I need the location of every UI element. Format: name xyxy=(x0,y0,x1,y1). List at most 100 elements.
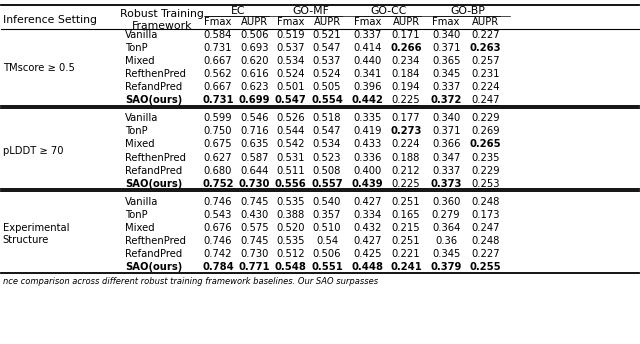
Text: RefthenPred: RefthenPred xyxy=(125,236,186,246)
Text: 0.212: 0.212 xyxy=(392,165,420,175)
Text: TonP: TonP xyxy=(125,127,148,137)
Text: 0.335: 0.335 xyxy=(354,114,382,123)
Text: 0.265: 0.265 xyxy=(470,139,502,150)
Text: 0.501: 0.501 xyxy=(276,82,305,92)
Text: 0.360: 0.360 xyxy=(432,197,460,207)
Text: 0.251: 0.251 xyxy=(392,197,420,207)
Text: 0.547: 0.547 xyxy=(275,95,307,105)
Text: 0.587: 0.587 xyxy=(240,152,269,162)
Text: 0.341: 0.341 xyxy=(354,69,382,79)
Text: 0.269: 0.269 xyxy=(472,127,500,137)
Text: 0.524: 0.524 xyxy=(276,69,305,79)
Text: 0.616: 0.616 xyxy=(240,69,269,79)
Text: 0.535: 0.535 xyxy=(276,197,305,207)
Text: 0.540: 0.540 xyxy=(313,197,341,207)
Text: 0.241: 0.241 xyxy=(390,262,422,272)
Text: Experimental
Structure: Experimental Structure xyxy=(3,223,69,245)
Text: 0.340: 0.340 xyxy=(432,30,460,40)
Text: TMscore ≥ 0.5: TMscore ≥ 0.5 xyxy=(3,63,74,73)
Text: 0.519: 0.519 xyxy=(276,30,305,40)
Text: AUPR: AUPR xyxy=(241,17,268,26)
Text: 0.680: 0.680 xyxy=(204,165,232,175)
Text: 0.620: 0.620 xyxy=(240,56,269,66)
Text: 0.676: 0.676 xyxy=(204,223,232,233)
Text: 0.215: 0.215 xyxy=(392,223,420,233)
Text: 0.366: 0.366 xyxy=(432,139,460,150)
Text: 0.229: 0.229 xyxy=(472,114,500,123)
Text: 0.556: 0.556 xyxy=(275,179,307,189)
Text: 0.251: 0.251 xyxy=(392,236,420,246)
Text: 0.372: 0.372 xyxy=(431,95,462,105)
Text: SAO(ours): SAO(ours) xyxy=(125,262,182,272)
Text: EC: EC xyxy=(231,6,245,16)
Text: 0.224: 0.224 xyxy=(472,82,500,92)
Text: 0.731: 0.731 xyxy=(204,43,232,53)
Text: 0.400: 0.400 xyxy=(354,165,382,175)
Text: 0.730: 0.730 xyxy=(240,249,269,259)
Text: AUPR: AUPR xyxy=(314,17,340,26)
Text: 0.675: 0.675 xyxy=(204,139,232,150)
Text: 0.512: 0.512 xyxy=(276,249,305,259)
Text: 0.543: 0.543 xyxy=(204,210,232,220)
Text: RefthenPred: RefthenPred xyxy=(125,69,186,79)
Text: 0.746: 0.746 xyxy=(204,197,232,207)
Text: 0.336: 0.336 xyxy=(354,152,382,162)
Text: 0.546: 0.546 xyxy=(240,114,269,123)
Text: 0.54: 0.54 xyxy=(316,236,338,246)
Text: 0.266: 0.266 xyxy=(390,43,422,53)
Text: GO-CC: GO-CC xyxy=(371,6,407,16)
Text: 0.227: 0.227 xyxy=(472,249,500,259)
Text: 0.521: 0.521 xyxy=(313,30,341,40)
Text: Inference Setting: Inference Setting xyxy=(3,15,97,25)
Text: 0.414: 0.414 xyxy=(354,43,382,53)
Text: 0.248: 0.248 xyxy=(472,236,500,246)
Text: 0.537: 0.537 xyxy=(313,56,341,66)
Text: 0.234: 0.234 xyxy=(392,56,420,66)
Text: 0.340: 0.340 xyxy=(432,114,460,123)
Text: Fmax: Fmax xyxy=(204,17,232,26)
Text: 0.371: 0.371 xyxy=(432,43,460,53)
Text: 0.520: 0.520 xyxy=(276,223,305,233)
Text: 0.184: 0.184 xyxy=(392,69,420,79)
Text: Fmax: Fmax xyxy=(433,17,460,26)
Text: 0.255: 0.255 xyxy=(470,262,502,272)
Text: 0.247: 0.247 xyxy=(472,223,500,233)
Text: Vanilla: Vanilla xyxy=(125,197,158,207)
Text: 0.537: 0.537 xyxy=(276,43,305,53)
Text: 0.542: 0.542 xyxy=(276,139,305,150)
Text: 0.432: 0.432 xyxy=(354,223,382,233)
Text: 0.508: 0.508 xyxy=(313,165,341,175)
Text: 0.36: 0.36 xyxy=(435,236,457,246)
Text: 0.221: 0.221 xyxy=(392,249,420,259)
Text: 0.523: 0.523 xyxy=(313,152,341,162)
Text: Fmax: Fmax xyxy=(277,17,305,26)
Text: Mixed: Mixed xyxy=(125,139,155,150)
Text: 0.771: 0.771 xyxy=(239,262,270,272)
Text: GO-BP: GO-BP xyxy=(451,6,485,16)
Text: 0.623: 0.623 xyxy=(240,82,269,92)
Text: AUPR: AUPR xyxy=(392,17,420,26)
Text: 0.337: 0.337 xyxy=(432,165,460,175)
Text: SAO(ours): SAO(ours) xyxy=(125,179,182,189)
Text: 0.227: 0.227 xyxy=(472,30,500,40)
Text: 0.337: 0.337 xyxy=(432,82,460,92)
Text: 0.194: 0.194 xyxy=(392,82,420,92)
Text: 0.750: 0.750 xyxy=(204,127,232,137)
Text: RefandPred: RefandPred xyxy=(125,249,182,259)
Text: 0.396: 0.396 xyxy=(353,82,382,92)
Text: 0.518: 0.518 xyxy=(313,114,341,123)
Text: RefandPred: RefandPred xyxy=(125,165,182,175)
Text: 0.225: 0.225 xyxy=(392,179,420,189)
Text: 0.557: 0.557 xyxy=(311,179,343,189)
Text: Mixed: Mixed xyxy=(125,223,155,233)
Text: 0.235: 0.235 xyxy=(472,152,500,162)
Text: 0.548: 0.548 xyxy=(275,262,307,272)
Text: GO-MF: GO-MF xyxy=(292,6,329,16)
Text: 0.357: 0.357 xyxy=(313,210,341,220)
Text: 0.534: 0.534 xyxy=(276,56,305,66)
Text: 0.547: 0.547 xyxy=(313,127,341,137)
Text: 0.551: 0.551 xyxy=(311,262,343,272)
Text: 0.442: 0.442 xyxy=(352,95,384,105)
Text: 0.506: 0.506 xyxy=(240,30,269,40)
Text: 0.627: 0.627 xyxy=(204,152,232,162)
